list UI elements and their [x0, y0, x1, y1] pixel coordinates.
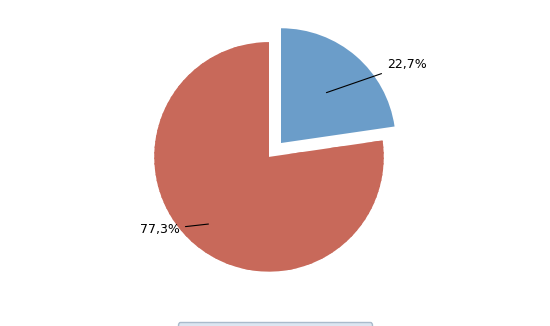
Text: 77,3%: 77,3%: [140, 223, 208, 236]
Text: 22,7%: 22,7%: [326, 58, 427, 93]
Wedge shape: [154, 42, 384, 272]
Wedge shape: [281, 28, 394, 143]
Legend: FEMININ, MASCULIN: FEMININ, MASCULIN: [178, 322, 372, 326]
